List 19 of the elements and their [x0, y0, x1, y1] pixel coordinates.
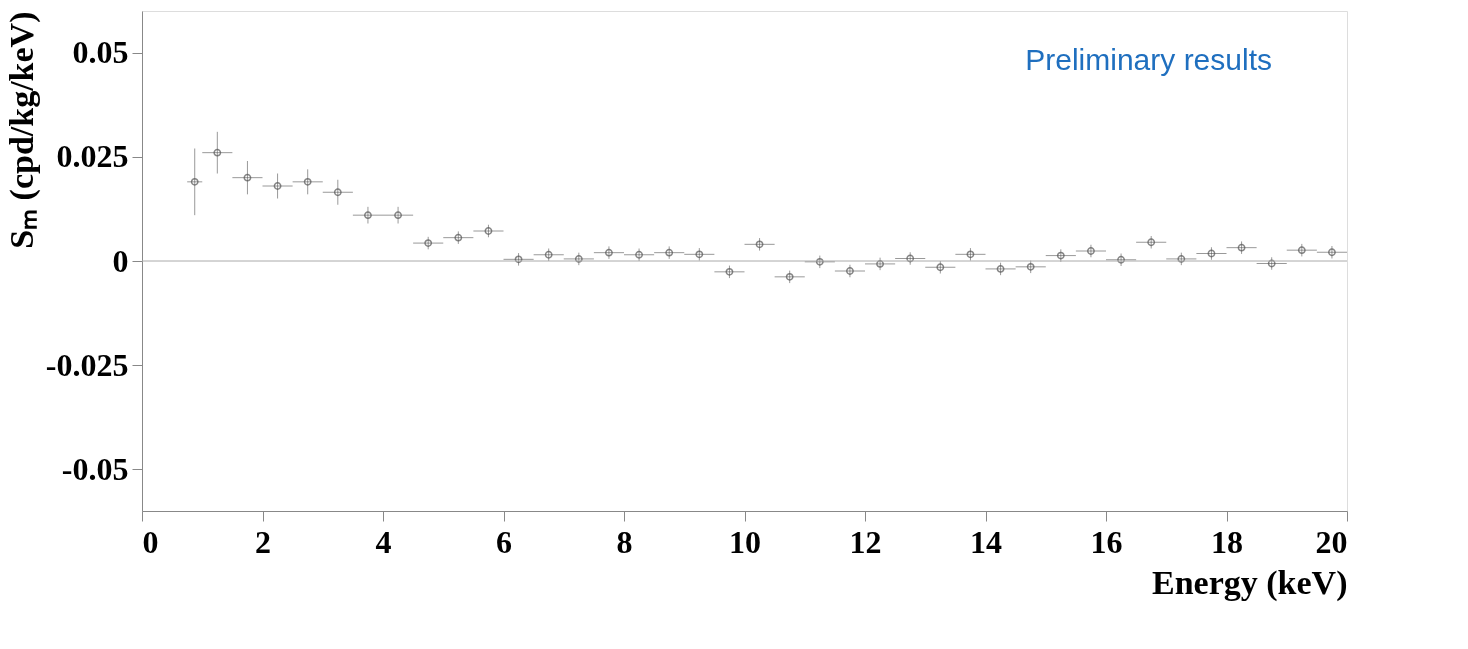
x-tick-label: 0 [142, 523, 159, 560]
x-tick-label: 12 [849, 523, 882, 560]
y-tick-label: 0 [112, 242, 129, 279]
y-axis-title: Sₘ (cpd/kg/keV) [2, 11, 41, 249]
x-tick-label: 18 [1211, 523, 1243, 560]
x-tick-label: 20 [1315, 523, 1348, 560]
annotation: Preliminary results [1025, 43, 1272, 76]
y-tick-label: 0.05 [72, 34, 129, 71]
x-tick-label: 6 [496, 523, 512, 560]
x-tick-label: 8 [616, 523, 633, 560]
y-tick-label: 0.025 [56, 138, 129, 175]
x-tick-label: 10 [729, 523, 761, 560]
x-tick-label: 4 [375, 523, 392, 560]
x-tick-label: 16 [1090, 523, 1123, 560]
y-tick-label: -0.025 [45, 346, 129, 383]
y-tick-label: -0.05 [61, 450, 129, 487]
x-axis-title: Energy (keV) [1152, 563, 1348, 602]
x-tick-label: 14 [970, 523, 1002, 560]
x-tick-label: 2 [255, 523, 271, 560]
